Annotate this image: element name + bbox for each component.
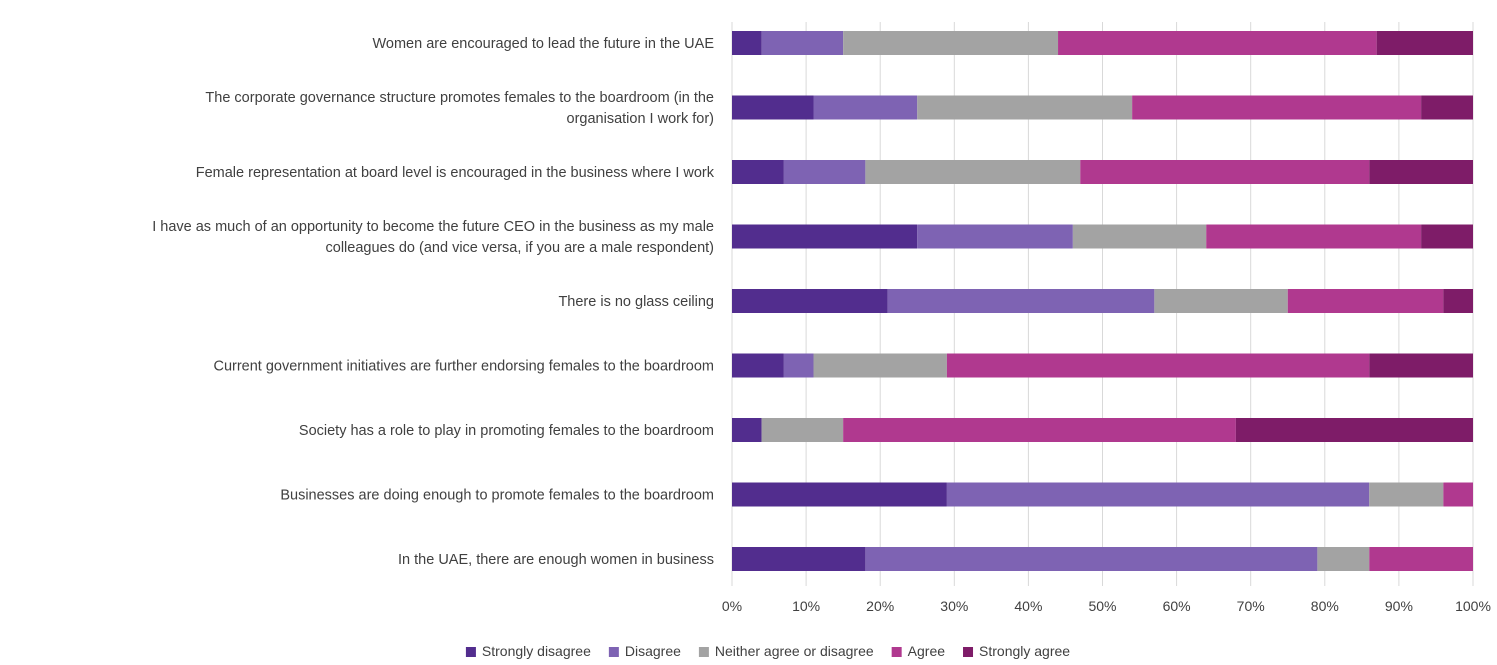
bar-segment — [1369, 547, 1473, 571]
bar-segment — [1072, 224, 1207, 249]
bar-segment — [1376, 31, 1473, 55]
x-tick-label: 60% — [1163, 598, 1191, 614]
bar-segment — [732, 353, 784, 378]
bar-segment — [1317, 547, 1370, 571]
legend-swatch — [465, 647, 476, 657]
x-tick-label: 30% — [940, 598, 968, 614]
x-tick-label: 90% — [1385, 598, 1413, 614]
bar-segment — [783, 353, 814, 378]
legend-swatch — [963, 647, 974, 657]
category-label: organisation I work for) — [567, 111, 714, 127]
bar-segment — [1058, 31, 1377, 55]
bar-segment — [1421, 224, 1473, 249]
bar-segment — [761, 31, 844, 55]
bar-segment — [1132, 95, 1422, 120]
bar-segment — [732, 160, 784, 184]
x-tick-label: 50% — [1088, 598, 1116, 614]
category-label: Women are encouraged to lead the future … — [372, 36, 714, 52]
bar-segment — [1206, 224, 1422, 249]
bar-segment — [1080, 160, 1370, 184]
bar-segment — [917, 224, 1073, 249]
category-label: Society has a role to play in promoting … — [299, 423, 714, 439]
category-label: Female representation at board level is … — [196, 165, 715, 181]
x-tick-label: 10% — [792, 598, 820, 614]
bar-segment — [1369, 160, 1473, 184]
x-tick-label: 0% — [722, 598, 742, 614]
category-label: colleagues do (and vice versa, if you ar… — [326, 240, 715, 256]
x-axis-tick-labels: 0% 10% 20% 30% 40% 50% 60% 70% 80% 90% 100% — [722, 598, 1491, 614]
bar-segment — [1235, 418, 1473, 442]
legend-label: Disagree — [625, 643, 681, 659]
bar-segment — [732, 224, 918, 249]
bar-segment — [946, 482, 1370, 507]
bar-segment — [732, 482, 947, 507]
bar-segment — [843, 31, 1059, 55]
bar-series — [732, 31, 1473, 571]
legend-swatch — [608, 647, 619, 657]
bar-segment — [1369, 482, 1444, 507]
bar-segment — [813, 353, 947, 378]
category-labels: Women are encouraged to lead the future … — [152, 36, 715, 568]
bar-segment — [1443, 482, 1473, 507]
bar-segment — [843, 418, 1236, 442]
bar-segment — [946, 353, 1370, 378]
bar-segment — [1154, 289, 1288, 313]
x-tick-label: 20% — [866, 598, 894, 614]
bar-segment — [865, 547, 1318, 571]
bar-segment — [1287, 289, 1444, 313]
bar-segment — [761, 418, 844, 442]
category-label: In the UAE, there are enough women in bu… — [398, 552, 714, 568]
category-label: I have as much of an opportunity to beco… — [152, 219, 714, 235]
bar-segment — [813, 95, 918, 120]
legend: Strongly disagree Disagree Neither agree o… — [465, 643, 1070, 659]
x-tick-label: 40% — [1014, 598, 1042, 614]
bar-segment — [732, 289, 888, 313]
bar-segment — [887, 289, 1155, 313]
bar-segment — [1369, 353, 1473, 378]
category-label: The corporate governance structure promo… — [205, 90, 714, 106]
category-label: Businesses are doing enough to promote f… — [280, 488, 714, 504]
bar-segment — [1443, 289, 1473, 313]
bar-segment — [732, 95, 814, 120]
legend-label: Strongly agree — [979, 643, 1070, 659]
category-label: Current government initiatives are furth… — [213, 359, 714, 375]
bar-segment — [732, 547, 866, 571]
legend-swatch — [698, 647, 709, 657]
bar-segment — [732, 418, 762, 442]
legend-label: Agree — [908, 643, 946, 659]
x-tick-label: 80% — [1311, 598, 1339, 614]
bar-segment — [865, 160, 1081, 184]
bar-segment — [783, 160, 866, 184]
bar-segment — [732, 31, 762, 55]
x-tick-label: 100% — [1455, 598, 1491, 614]
legend-label: Strongly disagree — [482, 643, 591, 659]
bar-segment — [1421, 95, 1473, 120]
legend-swatch — [891, 647, 902, 657]
legend-label: Neither agree or disagree — [715, 643, 874, 659]
x-tick-label: 70% — [1237, 598, 1265, 614]
category-label: There is no glass ceiling — [558, 294, 714, 310]
bar-segment — [917, 95, 1133, 120]
